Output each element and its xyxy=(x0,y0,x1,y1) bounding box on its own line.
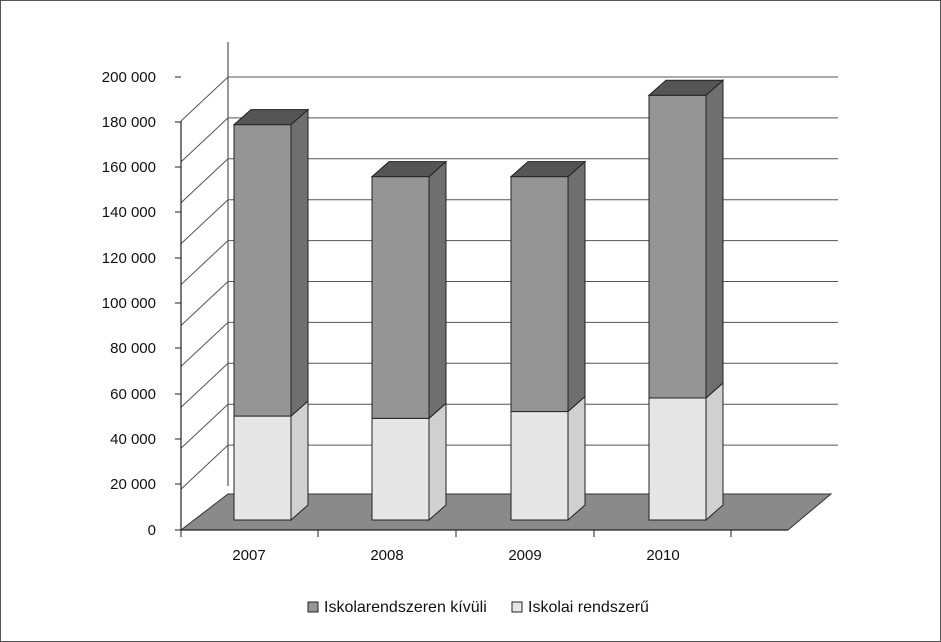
gridline-side xyxy=(180,199,229,245)
legend: Iskolarendszeren kívüli Iskolai rendszerű xyxy=(307,599,649,616)
bar-top xyxy=(370,161,448,178)
gridline-side xyxy=(180,281,229,326)
bar-segment-side xyxy=(567,160,586,413)
y-tick-label: 180 000 xyxy=(102,114,156,131)
bar-top xyxy=(232,109,310,126)
x-tick-label: 2008 xyxy=(370,547,403,564)
bar-segment xyxy=(510,176,569,413)
gridline-side xyxy=(180,362,229,408)
legend-label: Iskolarendszeren kívüli xyxy=(324,599,487,616)
bar-segment-side xyxy=(428,160,447,420)
y-tick-label: 60 000 xyxy=(110,386,156,403)
y-tick-label: 200 000 xyxy=(102,69,156,86)
bar-segment-side xyxy=(705,79,724,400)
bar-segment-side xyxy=(705,381,724,522)
bar-segment xyxy=(510,411,569,521)
y-tick-label: 20 000 xyxy=(110,476,156,493)
y-tick-label: 0 xyxy=(148,522,156,539)
y-tick-label: 40 000 xyxy=(110,431,156,448)
bar-segment xyxy=(648,94,707,399)
bar-segment xyxy=(233,415,292,521)
bar-segment-side xyxy=(290,399,309,522)
gridline-side xyxy=(180,322,229,367)
y-axis-tick-labels: 0 20 000 40 000 60 000 80 000 100 000 120 000 1… xyxy=(102,69,156,539)
y-tick-label: 80 000 xyxy=(110,340,156,357)
bar-top xyxy=(647,79,725,96)
gridline-side xyxy=(180,158,229,204)
y-tick-label: 100 000 xyxy=(102,295,156,312)
y-tick-label: 160 000 xyxy=(102,159,156,176)
x-tick-label: 2010 xyxy=(646,547,679,564)
y-tick-label: 140 000 xyxy=(102,204,156,221)
gridline-side xyxy=(180,76,229,122)
legend-swatch xyxy=(307,601,319,613)
gridline-side xyxy=(180,444,229,490)
legend-swatch xyxy=(511,601,523,613)
gridline-side xyxy=(180,403,229,449)
bar-segment-side xyxy=(567,395,586,522)
axes xyxy=(175,76,788,537)
y-tick-label: 120 000 xyxy=(102,250,156,267)
x-tick-label: 2007 xyxy=(232,547,265,564)
x-axis-tick-labels: 2007 2008 2009 2010 xyxy=(232,547,679,564)
legend-label: Iskolai rendszerű xyxy=(528,599,649,616)
bar-segment xyxy=(648,397,707,521)
bar-segment-side xyxy=(290,108,309,418)
bar-segment xyxy=(233,124,292,417)
bar-segment xyxy=(371,417,430,521)
x-tick-label: 2009 xyxy=(508,547,541,564)
bars xyxy=(232,79,725,522)
gridline-side xyxy=(180,117,229,163)
bar-segment-side xyxy=(428,402,447,522)
gridline-side xyxy=(180,240,229,285)
bar-segment xyxy=(371,176,430,419)
bar-top xyxy=(509,161,587,178)
